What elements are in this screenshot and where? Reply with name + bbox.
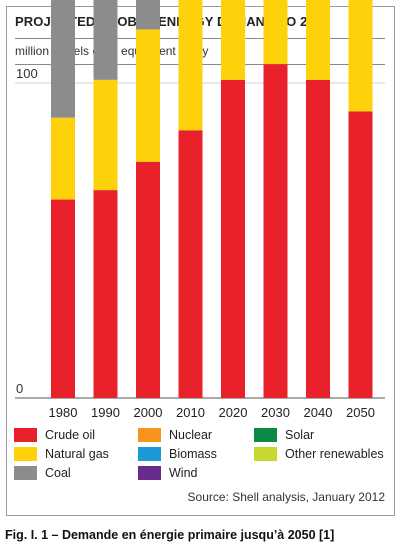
legend-item-other-renewables: Other renewables [254, 447, 384, 461]
x-tick-label: 2000 [134, 405, 163, 420]
legend-item-crude-oil: Crude oil [14, 428, 95, 442]
bars [51, 0, 373, 398]
legend-label: Solar [285, 428, 315, 442]
bar-2020-natural-gas [221, 0, 245, 80]
x-tick-label: 2040 [304, 405, 333, 420]
bar-2030-crude-oil [263, 64, 288, 398]
legend: Crude oil Natural gas Coal Nuclear Biomass Wi… [14, 428, 394, 488]
legend-swatch [254, 447, 277, 461]
stacked-bar-chart: 0100200300400 19801990200020102020203020… [15, 0, 385, 420]
bar-1980-crude-oil [51, 199, 75, 398]
bar-2000-crude-oil [136, 161, 160, 398]
figure-caption: Fig. I. 1 – Demande en énergie primaire … [5, 528, 335, 542]
x-tick-label: 2050 [346, 405, 375, 420]
legend-swatch [14, 428, 37, 442]
x-axis-ticks: 1980 1990 2000 2010 2020 2030 2040 2050 [49, 405, 375, 420]
legend-item-wind: Wind [138, 466, 197, 480]
legend-label: Natural gas [45, 447, 109, 461]
bar-2050-crude-oil [348, 111, 373, 398]
bar-2040-natural-gas [306, 0, 330, 80]
legend-item-natural-gas: Natural gas [14, 447, 109, 461]
bar-1980-natural-gas [51, 117, 75, 200]
y-axis-ticks: 0100200300400 [16, 66, 38, 396]
legend-swatch [138, 447, 161, 461]
x-tick-label: 2010 [176, 405, 205, 420]
legend-swatch [14, 466, 37, 480]
legend-swatch [138, 466, 161, 480]
legend-item-solar: Solar [254, 428, 314, 442]
x-tick-label: 2030 [261, 405, 290, 420]
x-tick-label: 1990 [91, 405, 120, 420]
legend-swatch [138, 428, 161, 442]
bar-2040-crude-oil [306, 79, 330, 398]
bar-1980-coal [51, 0, 75, 118]
x-tick-label: 2020 [219, 405, 248, 420]
legend-item-coal: Coal [14, 466, 71, 480]
bar-2000-natural-gas [136, 29, 160, 162]
bar-1990-crude-oil [93, 190, 118, 398]
bar-1990-coal [93, 0, 118, 80]
legend-item-nuclear: Nuclear [138, 428, 212, 442]
x-tick-label: 1980 [49, 405, 78, 420]
bar-2000-coal [136, 0, 160, 30]
legend-label: Wind [169, 466, 198, 480]
legend-item-biomass: Biomass [138, 447, 217, 461]
legend-label: Biomass [169, 447, 217, 461]
y-tick-label: 0 [16, 381, 23, 396]
legend-swatch [254, 428, 277, 442]
bar-2010-natural-gas [178, 0, 203, 131]
legend-label: Other renewables [285, 447, 384, 461]
bar-1990-natural-gas [93, 79, 118, 191]
bar-2050-natural-gas [348, 0, 373, 112]
legend-label: Nuclear [169, 428, 213, 442]
bar-2010-crude-oil [178, 130, 203, 398]
bar-2020-crude-oil [221, 79, 245, 398]
legend-swatch [14, 447, 37, 461]
source-note: Source: Shell analysis, January 2012 [187, 490, 385, 504]
y-tick-label: 100 [16, 66, 38, 81]
legend-label: Coal [45, 466, 71, 480]
legend-label: Crude oil [45, 428, 96, 442]
bar-2030-natural-gas [263, 0, 288, 65]
